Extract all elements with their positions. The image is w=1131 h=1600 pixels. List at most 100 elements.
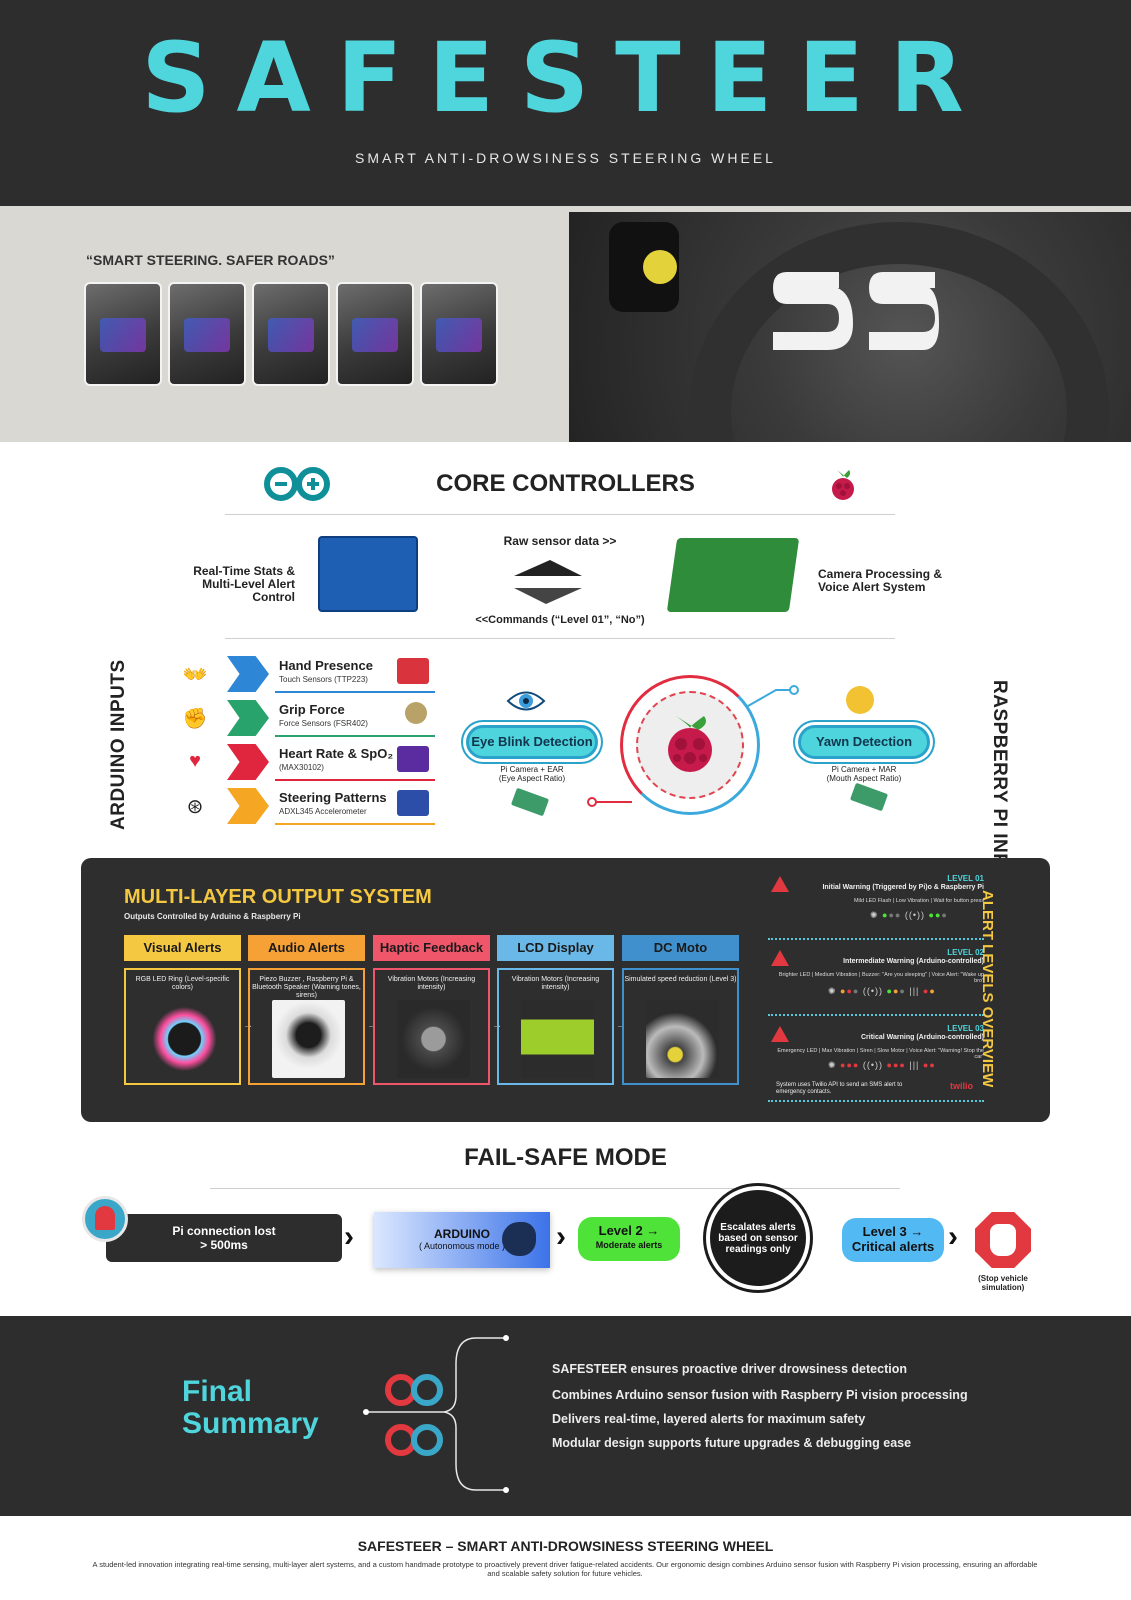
input-row-hand: 👐 Hand Presence Touch Sensors (TTP223) bbox=[175, 656, 435, 696]
vibration-motor-image bbox=[397, 1000, 470, 1078]
raspberry-pi-logo-icon bbox=[832, 470, 854, 500]
prototype-photo bbox=[252, 282, 330, 386]
level-tag: LEVEL 02 bbox=[947, 948, 984, 957]
fist-icon: ✊ bbox=[182, 708, 208, 730]
output-description: Piezo Buzzer , Raspberry Pi & Bluetooth … bbox=[252, 976, 361, 999]
level-indicators: ✺ ●●● ((•)) ●●● ||| ●● bbox=[828, 986, 936, 996]
wheel-hub-shape bbox=[643, 250, 677, 284]
step-text: Pi connection lost bbox=[172, 1224, 276, 1238]
input-sensor: Touch Sensors (TTP223) bbox=[279, 675, 368, 684]
prototype-photo bbox=[168, 282, 246, 386]
level-indicators: ✺ ●●● ((•)) ●●● bbox=[870, 910, 948, 920]
input-row-steering: ⊛ Steering Patterns ADXL345 Acceleromete… bbox=[175, 788, 435, 828]
output-system-title: MULTI-LAYER OUTPUT SYSTEM bbox=[124, 886, 432, 908]
brand-subtitle: SMART ANTI-DROWSINESS STEERING WHEEL bbox=[355, 150, 776, 166]
pulse-sensor-image bbox=[397, 746, 429, 772]
touch-sensor-image bbox=[397, 658, 429, 684]
yawn-sub: Pi Camera + MAR bbox=[831, 765, 897, 774]
underline bbox=[275, 823, 435, 825]
eye-icon bbox=[506, 691, 546, 711]
steering-wheel-icon: ⊛ bbox=[186, 796, 204, 818]
input-label: Steering Patterns bbox=[279, 790, 387, 805]
prototype-photo bbox=[420, 282, 498, 386]
step-text: ( Autonomous mode ) bbox=[418, 1241, 506, 1251]
arduino-inputs-title: ARDUINO INPUTS bbox=[108, 659, 129, 830]
input-label: Hand Presence bbox=[279, 658, 373, 673]
summary-line: Modular design supports future upgrades … bbox=[552, 1436, 912, 1450]
input-row-heart: ♥ Heart Rate & SpO₂ (MAX30102) bbox=[175, 744, 435, 784]
infinity-loop-icon bbox=[385, 1374, 443, 1456]
step-text: ARDUINO bbox=[434, 1227, 490, 1241]
dotted-divider bbox=[768, 1100, 984, 1102]
arduino-uno-board-image bbox=[318, 536, 418, 612]
level-3-box: Level 3 → Critical alerts bbox=[842, 1218, 944, 1262]
arrow-icon: → bbox=[616, 1020, 626, 1031]
escalates-circle: Escalates alerts based on sensor reading… bbox=[706, 1186, 810, 1290]
input-sensor: Force Sensors (FSR402) bbox=[279, 719, 368, 728]
level-2-box: Level 2 → Moderate alerts bbox=[578, 1217, 680, 1261]
step-text: Critical alerts bbox=[851, 1239, 935, 1254]
robot-car-image bbox=[646, 1000, 719, 1078]
divider bbox=[225, 514, 895, 515]
level-detail: Mild LED Flash | Low Vibration | Wait fo… bbox=[853, 898, 984, 904]
arrow-right-icon: › bbox=[344, 1220, 354, 1253]
level-name: Initial Warning (Triggered by Pi)o & Ras… bbox=[822, 884, 984, 891]
underline bbox=[275, 735, 435, 737]
summary-title-line: Final bbox=[182, 1375, 253, 1408]
input-row-grip: ✊ Grip Force Force Sensors (FSR402) bbox=[175, 700, 435, 740]
output-card-lcd: Vibration Motors (Increasing intensity) bbox=[497, 968, 614, 1085]
yawn-sub: (Mouth Aspect Ratio) bbox=[826, 774, 902, 783]
output-description: Vibration Motors (Increasing intensity) bbox=[387, 976, 476, 991]
warning-icon bbox=[771, 950, 789, 966]
twilio-logo: twilio bbox=[950, 1081, 973, 1091]
output-system-subtitle: Outputs Controlled by Arduino & Raspberr… bbox=[124, 912, 301, 921]
footer-description: A student-led innovation integrating rea… bbox=[92, 1560, 1038, 1578]
arrow-right-icon: › bbox=[556, 1220, 566, 1253]
pi-role-label: Camera Processing & Voice Alert System bbox=[818, 567, 943, 594]
header-banner bbox=[0, 0, 1131, 206]
alert-levels-title: ALERT LEVELS OVERVIEW bbox=[979, 890, 996, 1088]
output-head-lcd: LCD Display bbox=[497, 935, 614, 961]
raw-sensor-data-label: Raw sensor data >> bbox=[503, 534, 617, 548]
arrow-right-icon: › bbox=[948, 1220, 958, 1253]
led-ring-image bbox=[148, 1000, 221, 1078]
prototype-photo bbox=[84, 282, 162, 386]
pi-connection-lost-box: Pi connection lost > 500ms bbox=[106, 1214, 342, 1262]
level-tag: LEVEL 01 bbox=[947, 874, 984, 883]
lcd-module-image bbox=[521, 1000, 594, 1078]
brand-title: SAFESTEER bbox=[141, 22, 990, 134]
yawn-detection-pill: Yawn Detection bbox=[798, 725, 930, 759]
raspberry-pi-logo-icon bbox=[668, 716, 712, 772]
output-description: Vibration Motors (Increasing intensity) bbox=[511, 976, 600, 991]
summary-line: SAFESTEER ensures proactive driver drows… bbox=[552, 1362, 907, 1376]
final-summary-panel bbox=[0, 1316, 1131, 1516]
hero-steering-photo bbox=[569, 212, 1131, 442]
chevron-icon bbox=[227, 656, 269, 692]
siren-light-shape bbox=[95, 1206, 115, 1230]
input-sensor: (MAX30102) bbox=[279, 763, 324, 772]
output-card-haptic: Vibration Motors (Increasing intensity) bbox=[373, 968, 490, 1085]
dotted-divider bbox=[768, 1014, 984, 1016]
summary-line: Combines Arduino sensor fusion with Rasp… bbox=[552, 1388, 968, 1402]
eye-blink-sub: Pi Camera + EAR bbox=[500, 765, 564, 774]
brain-icon bbox=[502, 1222, 536, 1256]
eye-blink-pill: Eye Blink Detection bbox=[466, 725, 598, 759]
footer-title: SAFESTEER – SMART ANTI-DROWSINESS STEERI… bbox=[357, 1538, 774, 1554]
output-head-haptic: Haptic Feedback bbox=[373, 935, 490, 961]
accelerometer-image bbox=[397, 790, 429, 816]
dotted-divider bbox=[768, 938, 984, 940]
input-sensor: ADXL345 Accelerometer bbox=[279, 807, 367, 816]
input-label: Heart Rate & SpO₂ bbox=[279, 746, 394, 761]
pi-camera-image bbox=[510, 787, 550, 817]
core-controllers-title: CORE CONTROLLERS bbox=[436, 470, 695, 497]
prototype-photo bbox=[336, 282, 414, 386]
chevron-icon bbox=[227, 788, 269, 824]
final-summary-title: Final Summary bbox=[182, 1376, 319, 1440]
level-detail: Emergency LED | Max Vibration | Siren | … bbox=[777, 1048, 984, 1060]
output-card-visual: RGB LED Ring (Level-specific colors) bbox=[124, 968, 241, 1085]
output-head-visual: Visual Alerts bbox=[124, 935, 241, 961]
raspberry-pi-board-image bbox=[666, 538, 800, 612]
arduino-logo-icon bbox=[264, 467, 330, 501]
twilio-note: System uses Twilio API to send an SMS al… bbox=[776, 1082, 903, 1095]
arduino-role-label: Real-Time Stats & Multi-Level Alert Cont… bbox=[193, 564, 295, 604]
